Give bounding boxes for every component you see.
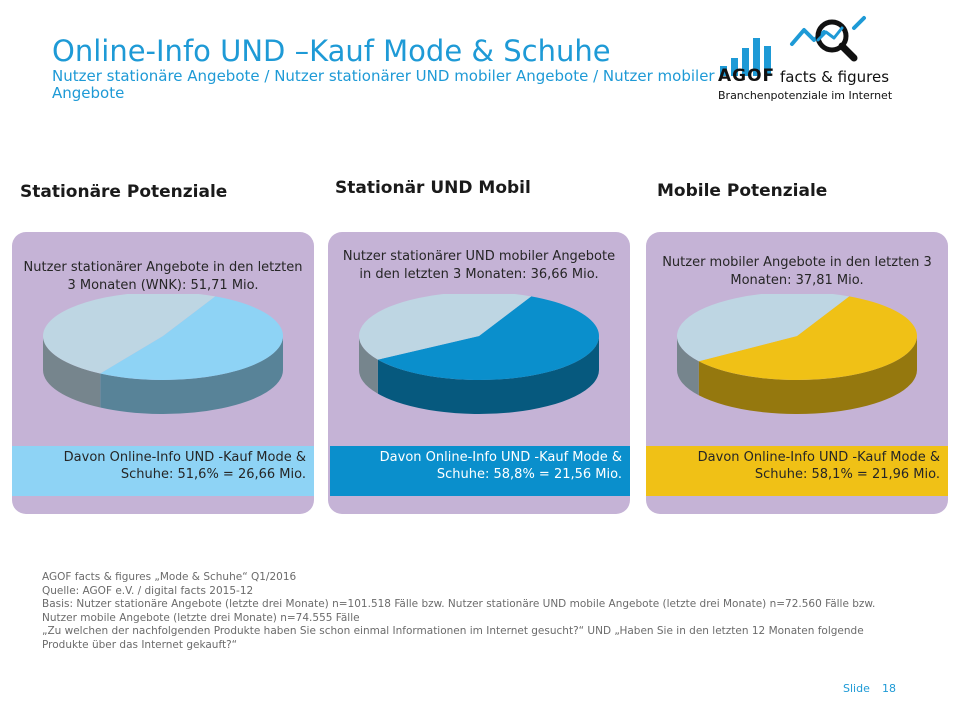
- result-box: Davon Online-Info UND -Kauf Mode & Schuh…: [330, 446, 630, 496]
- pie-slice-rest: [677, 294, 850, 362]
- pie-slice-highlight: [377, 296, 599, 380]
- logo-bar: [731, 58, 738, 76]
- panel-both: Nutzer stationärer UND mobiler Angebote …: [328, 232, 630, 514]
- logo-bar: [742, 48, 749, 76]
- pie-slice-highlight: [698, 296, 917, 380]
- logo-bar: [764, 46, 771, 76]
- pie-chart-both: [359, 294, 599, 414]
- result-box: Davon Online-Info UND -Kauf Mode & Schuh…: [646, 446, 948, 496]
- panel-heading-mobile: Mobile Potenziale: [657, 181, 828, 201]
- pie-slice-side: [100, 336, 283, 414]
- magnifier-icon: [790, 16, 866, 62]
- panel-description: Nutzer stationärer Angebote in den letzt…: [23, 260, 303, 293]
- pie-slice-highlight: [100, 296, 283, 380]
- panel-description: Nutzer mobiler Angebote in den letzten 3…: [662, 255, 932, 288]
- logo-subtagline: Branchenpotenziale im Internet: [718, 89, 893, 102]
- logo-tagline: facts & figures: [780, 68, 890, 86]
- footnote-line: AGOF facts & figures „Mode & Schuhe“ Q1/…: [42, 571, 297, 583]
- page-subtitle: Nutzer stationäre Angebote / Nutzer stat…: [52, 67, 715, 102]
- panel-stationary: Nutzer stationärer Angebote in den letzt…: [12, 232, 314, 514]
- pie-slice-rest: [359, 294, 532, 360]
- result-text: Davon Online-Info UND -Kauf Mode & Schuh…: [379, 450, 622, 482]
- logo-brand: AGOF: [718, 66, 776, 86]
- result-box: Davon Online-Info UND -Kauf Mode & Schuh…: [12, 446, 314, 496]
- pie-slice-side: [677, 336, 699, 396]
- logo-bar: [753, 38, 760, 76]
- panel-heading-both: Stationär UND Mobil: [335, 178, 531, 198]
- panel-description: Nutzer stationärer UND mobiler Angebote …: [342, 249, 616, 282]
- footnote-line: Basis: Nutzer stationäre Angebote (letzt…: [42, 598, 876, 624]
- pie-chart-stationary: [43, 294, 283, 414]
- result-text: Davon Online-Info UND -Kauf Mode & Schuh…: [697, 450, 940, 482]
- footnote: AGOF facts & figures „Mode & Schuhe“ Q1/…: [42, 571, 902, 652]
- slide-label: Slide: [843, 682, 870, 695]
- panel-heading-stationary: Stationäre Potenziale: [20, 182, 228, 202]
- result-text: Davon Online-Info UND -Kauf Mode & Schuh…: [63, 450, 306, 482]
- pie-slice-side: [43, 336, 101, 408]
- pie-slice-rest: [43, 294, 216, 374]
- slide-number: 18: [882, 682, 896, 695]
- agof-logo: AGOF facts & figures Branchenpotenziale …: [716, 14, 916, 106]
- footnote-line: „Zu welchen der nachfolgenden Produkte h…: [42, 625, 864, 651]
- pie-slice-side: [698, 336, 917, 414]
- logo-bar: [720, 66, 727, 76]
- footnote-line: Quelle: AGOF e.V. / digital facts 2015-1…: [42, 584, 254, 597]
- page-title: Online-Info UND –Kauf Mode & Schuhe: [52, 34, 611, 68]
- pie-slice-side: [377, 336, 599, 414]
- panel-mobile: Nutzer mobiler Angebote in den letzten 3…: [646, 232, 948, 514]
- pie-chart-mobile: [677, 294, 917, 414]
- pie-slice-side: [359, 336, 378, 394]
